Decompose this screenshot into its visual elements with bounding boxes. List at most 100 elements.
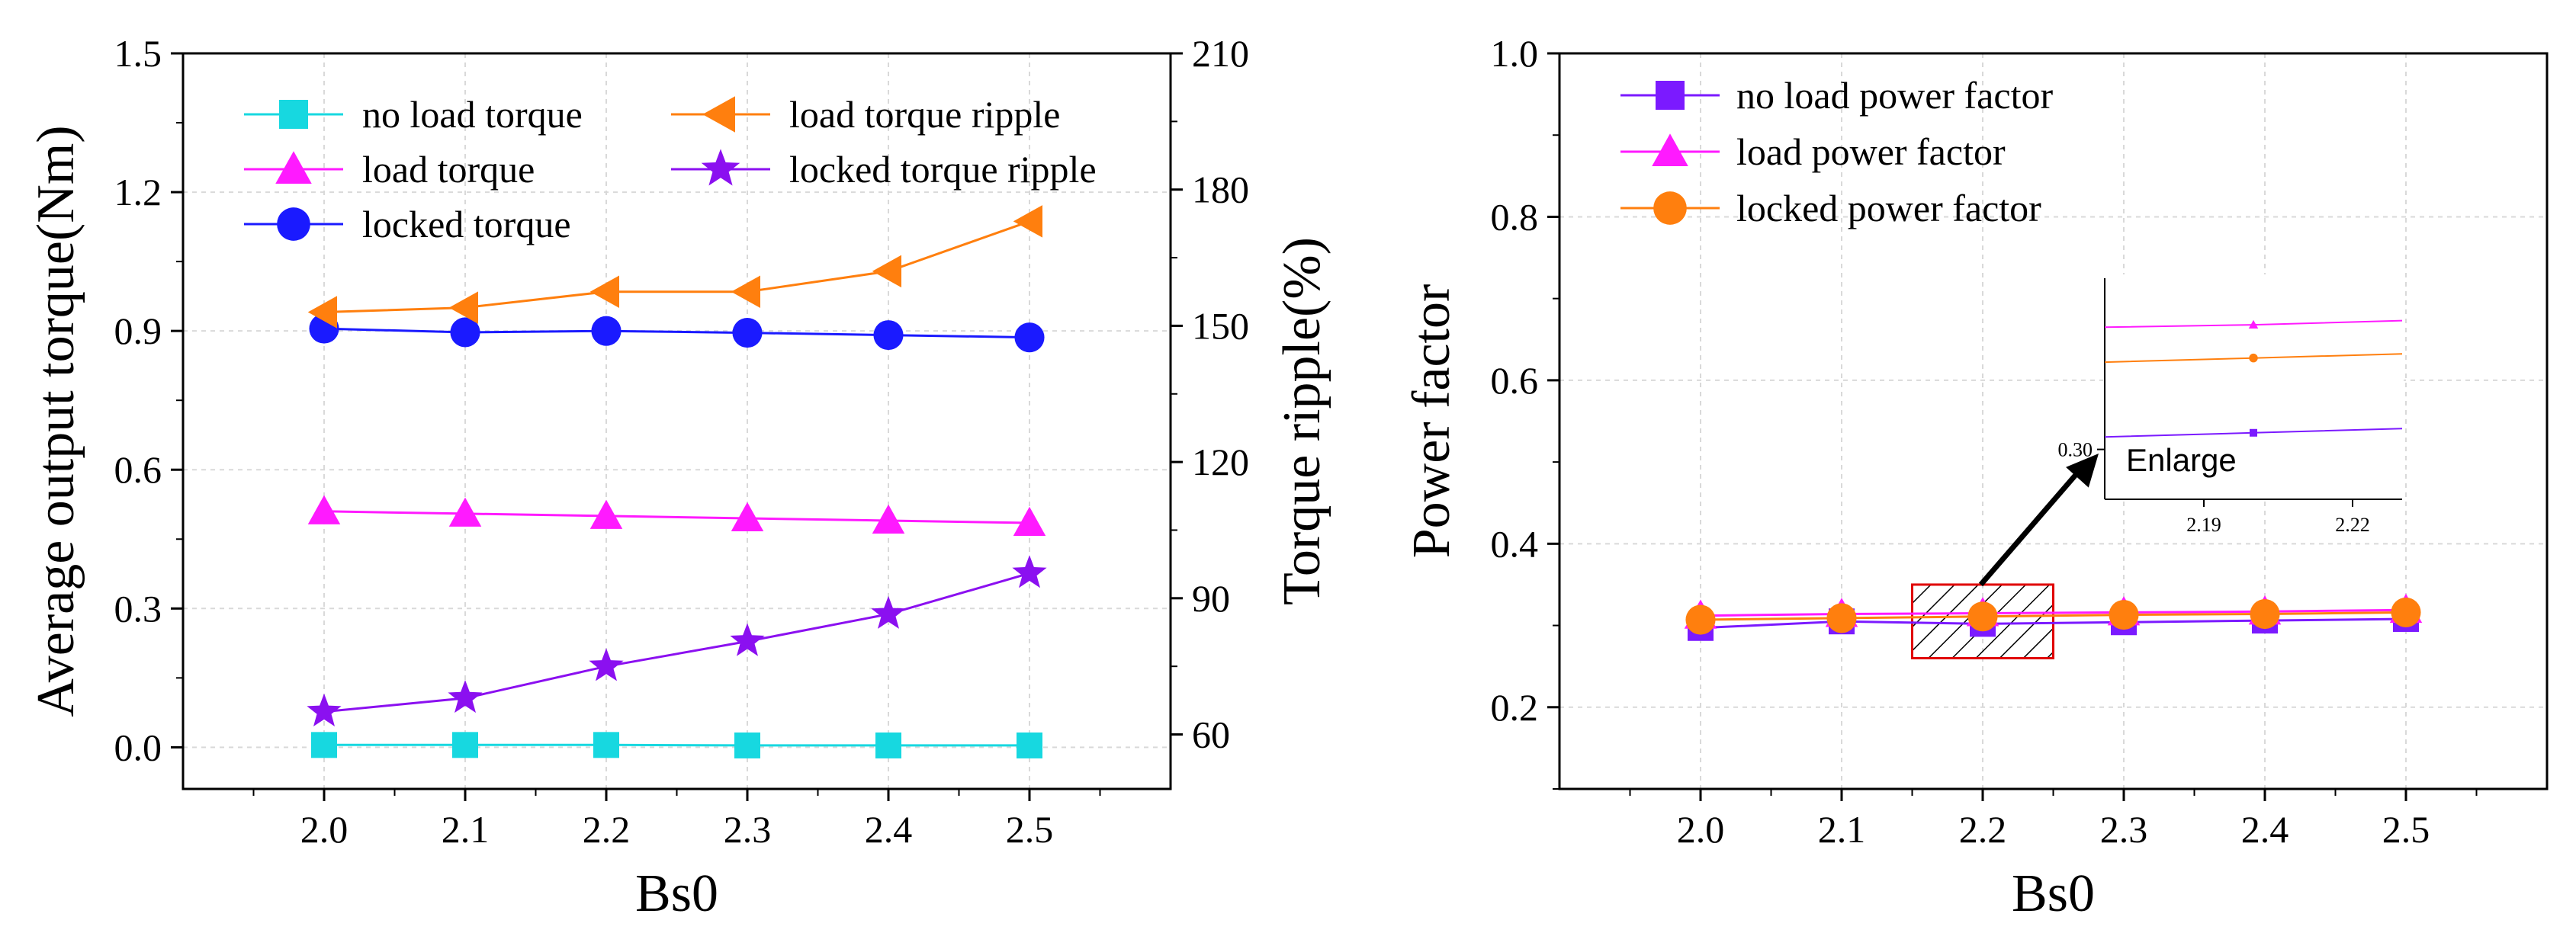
y-tick-label: 0.6 (114, 448, 162, 491)
inset-x-tick-label: 2.19 (2186, 514, 2221, 536)
x-tick-label: 2.5 (2382, 808, 2430, 851)
series-line-no-load-power-factor (1700, 617, 2407, 630)
point-no-load-torque (452, 732, 478, 758)
inset-point-load-power-factor (2248, 319, 2259, 329)
point-locked-power-factor (1967, 601, 1998, 632)
y2-tick-label: 180 (1192, 168, 1249, 211)
point-load-torque-ripple (589, 275, 619, 308)
legend-marker-locked-torque-ripple (701, 149, 740, 186)
point-locked-torque-ripple (448, 680, 483, 713)
point-load-torque (589, 499, 623, 529)
x-tick-label: 2.1 (1818, 808, 1866, 851)
legend-marker-locked-power-factor (1653, 191, 1687, 225)
y2-tick-label: 150 (1192, 304, 1249, 347)
legend-marker-no-load-power-factor (1656, 81, 1685, 110)
point-load-torque-ripple (307, 296, 337, 329)
point-no-load-torque (1017, 732, 1042, 758)
y-tick-label: 0.6 (1491, 359, 1539, 402)
torque-chart: 2.0 2.1 2.2 2.3 2.4 2.5 0.0 0.3 0.6 0.9 1.2 1.5 60 90… (27, 32, 1331, 923)
y-tick-label: 0.2 (1491, 686, 1539, 729)
point-locked-torque (1014, 322, 1045, 353)
point-locked-torque-ripple (307, 693, 342, 726)
legend-label-locked-torque: locked torque (362, 203, 571, 245)
series-line-load-power-factor (1700, 608, 2407, 617)
y-tick-label: 0.3 (114, 587, 162, 630)
point-locked-torque-ripple (730, 623, 765, 656)
legend-marker-load-torque-ripple (702, 96, 735, 133)
y-tick-label: 1.5 (114, 32, 162, 75)
point-load-torque (448, 497, 482, 527)
point-locked-torque-ripple (871, 595, 906, 629)
y2-axis-title: Torque ripple(%) (1273, 237, 1331, 605)
inset-point-locked-power-factor (2249, 353, 2258, 363)
y-tick-label: 0.4 (1491, 522, 1539, 565)
x-tick-label: 2.3 (2100, 808, 2148, 851)
point-load-torque (872, 504, 905, 534)
x-tick-label: 2.1 (442, 808, 490, 851)
y2-tick-label: 60 (1192, 713, 1230, 756)
point-locked-torque (591, 316, 622, 346)
point-locked-power-factor (2250, 598, 2280, 630)
y-tick-label: 1.0 (1491, 32, 1539, 75)
legend-marker-load-power-factor (1652, 133, 1688, 166)
point-no-load-torque (875, 732, 901, 758)
point-locked-power-factor (2109, 600, 2139, 630)
y-axis-title: Average output torque(Nm) (27, 125, 85, 717)
x-tick-label: 2.2 (583, 808, 631, 851)
y-tick-label: 1.2 (114, 171, 162, 213)
y-tick-label: 0.9 (114, 309, 162, 352)
zoom-arrow-line (1978, 462, 2087, 587)
series-line-locked-torque-ripple (323, 572, 1030, 713)
point-locked-torque (450, 317, 480, 348)
y2-tick-label: 120 (1192, 441, 1249, 483)
x-tick-label: 2.0 (1677, 808, 1725, 851)
legend-marker-locked-torque (277, 207, 310, 241)
point-no-load-torque (311, 732, 337, 758)
point-locked-power-factor (1826, 603, 1857, 633)
point-load-torque-ripple (731, 275, 760, 308)
point-locked-torque (732, 318, 763, 348)
y-tick-label: 0.0 (114, 726, 162, 768)
x-axis-title: Bs0 (635, 864, 718, 923)
x-tick-label: 2.3 (724, 808, 772, 851)
y2-tick-label: 90 (1192, 577, 1230, 620)
x-tick-label: 2.2 (1959, 808, 2007, 851)
point-no-load-torque (593, 732, 619, 758)
series-line-load-torque-ripple (323, 220, 1030, 313)
point-load-torque-ripple (872, 255, 901, 288)
legend-marker-no-load-torque (279, 100, 308, 129)
y-axis-title: Power factor (1402, 284, 1461, 559)
point-locked-torque-ripple (1012, 555, 1047, 588)
legend-label-load-torque-ripple: load torque ripple (789, 93, 1060, 136)
legend-label-load-torque: load torque (362, 148, 535, 191)
series-line-locked-power-factor (1700, 611, 2407, 621)
point-load-torque-ripple (1013, 205, 1042, 238)
legend-label-locked-power-factor: locked power factor (1736, 187, 2041, 229)
legend-label-no-load-power-factor: no load power factor (1736, 74, 2053, 117)
point-no-load-torque (734, 732, 760, 758)
zoom-arrow-head (2066, 454, 2099, 488)
x-tick-label: 2.4 (2241, 808, 2289, 851)
point-locked-torque (873, 320, 904, 351)
point-load-torque (731, 502, 764, 531)
x-tick-label: 2.4 (865, 808, 913, 851)
legend-marker-load-torque (275, 151, 312, 184)
inset-point-no-load-power-factor (2250, 428, 2257, 437)
y-tick-label: 0.8 (1491, 195, 1539, 238)
legend-label-load-power-factor: load power factor (1736, 130, 2006, 173)
x-axis-title: Bs0 (2012, 864, 2095, 923)
point-load-torque-ripple (448, 291, 478, 324)
point-load-torque (307, 495, 341, 524)
point-locked-power-factor (1685, 604, 1716, 635)
legend-label-locked-torque-ripple: locked torque ripple (789, 148, 1097, 191)
x-tick-label: 2.5 (1006, 808, 1054, 851)
legend-label-no-load-torque: no load torque (362, 93, 583, 136)
inset-y-tick-label: 0.30 (2058, 439, 2093, 461)
y2-tick-label: 210 (1192, 32, 1249, 75)
series-line-load-torque (323, 510, 1030, 524)
point-locked-power-factor (2391, 597, 2421, 627)
series-line-locked-torque (323, 327, 1030, 339)
power-factor-chart: 2.0 2.1 2.2 2.3 2.4 2.5 0.2 0.4 0.6 0.8 1.0 Bs0 Powe… (1402, 32, 2549, 923)
inset-background (2103, 274, 2404, 499)
